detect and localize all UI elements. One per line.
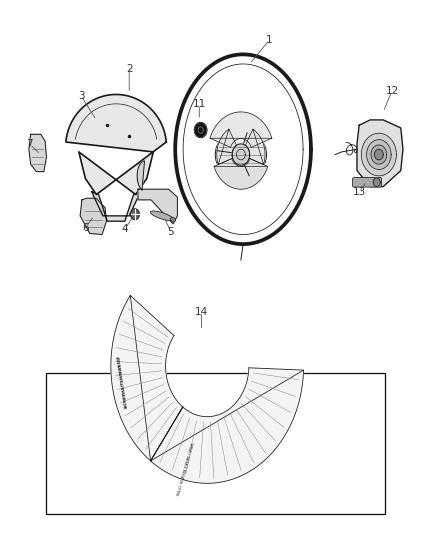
Text: 12: 12 <box>385 86 399 95</box>
Polygon shape <box>137 161 145 190</box>
Polygon shape <box>361 133 396 176</box>
Polygon shape <box>151 368 304 483</box>
Polygon shape <box>232 144 250 165</box>
Bar <box>46 373 385 514</box>
Text: SICHERHEITSHINWEISE: SICHERHEITSHINWEISE <box>117 354 129 408</box>
Text: 14: 14 <box>195 307 208 317</box>
Text: 3: 3 <box>78 91 85 101</box>
Polygon shape <box>217 129 237 165</box>
Polygon shape <box>215 131 266 179</box>
Text: 5: 5 <box>167 227 174 237</box>
Polygon shape <box>111 295 183 461</box>
Text: 2: 2 <box>126 64 133 74</box>
Polygon shape <box>194 123 207 138</box>
Text: 13: 13 <box>353 187 366 197</box>
Ellipse shape <box>170 217 176 222</box>
Polygon shape <box>367 140 391 169</box>
Polygon shape <box>92 192 140 221</box>
Polygon shape <box>373 178 380 187</box>
Ellipse shape <box>150 211 174 221</box>
Polygon shape <box>245 129 265 165</box>
Text: 1: 1 <box>266 35 273 45</box>
Polygon shape <box>66 94 166 195</box>
Polygon shape <box>138 189 177 224</box>
Polygon shape <box>357 120 403 187</box>
Polygon shape <box>80 198 106 235</box>
Polygon shape <box>374 149 383 160</box>
FancyBboxPatch shape <box>353 177 381 187</box>
Text: 6: 6 <box>82 223 89 232</box>
Text: 11: 11 <box>193 99 206 109</box>
Polygon shape <box>175 54 311 244</box>
Polygon shape <box>131 209 139 220</box>
Text: 4: 4 <box>121 224 128 234</box>
Text: AIRBAG / GASSACK INDICATOR / CITFIRE: AIRBAG / GASSACK INDICATOR / CITFIRE <box>173 442 193 495</box>
Polygon shape <box>210 112 272 147</box>
Polygon shape <box>371 145 387 164</box>
Polygon shape <box>214 159 268 189</box>
Text: 7: 7 <box>26 139 33 149</box>
Polygon shape <box>29 134 46 172</box>
